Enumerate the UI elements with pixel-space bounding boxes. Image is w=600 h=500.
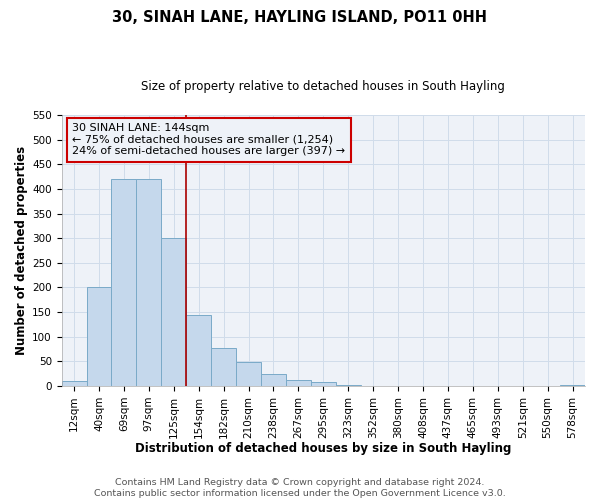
Bar — [236, 362, 261, 386]
Bar — [112, 179, 136, 386]
Bar — [336, 385, 361, 386]
Bar — [560, 385, 585, 386]
Bar — [186, 314, 211, 386]
Bar — [261, 374, 286, 386]
Title: Size of property relative to detached houses in South Hayling: Size of property relative to detached ho… — [142, 80, 505, 93]
Bar — [62, 381, 86, 386]
X-axis label: Distribution of detached houses by size in South Hayling: Distribution of detached houses by size … — [135, 442, 512, 455]
Bar — [161, 238, 186, 386]
Bar — [136, 179, 161, 386]
Y-axis label: Number of detached properties: Number of detached properties — [15, 146, 28, 355]
Bar — [211, 348, 236, 386]
Bar — [311, 382, 336, 386]
Bar — [86, 288, 112, 386]
Text: 30 SINAH LANE: 144sqm
← 75% of detached houses are smaller (1,254)
24% of semi-d: 30 SINAH LANE: 144sqm ← 75% of detached … — [72, 123, 345, 156]
Text: 30, SINAH LANE, HAYLING ISLAND, PO11 0HH: 30, SINAH LANE, HAYLING ISLAND, PO11 0HH — [113, 10, 487, 25]
Text: Contains HM Land Registry data © Crown copyright and database right 2024.
Contai: Contains HM Land Registry data © Crown c… — [94, 478, 506, 498]
Bar — [286, 380, 311, 386]
